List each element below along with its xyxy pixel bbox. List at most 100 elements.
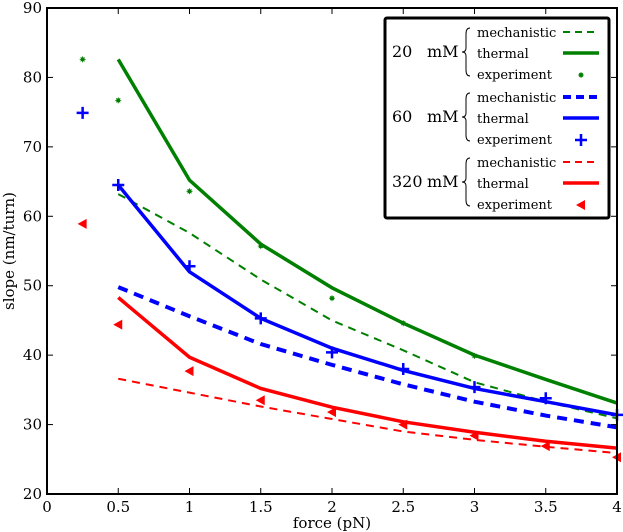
x-tick-label: 4 — [612, 498, 622, 516]
asterisk-marker-rays — [115, 97, 122, 104]
legend-unit: mM — [427, 107, 459, 126]
series-60mM-experiment-point — [397, 363, 410, 376]
asterisk-marker-rays — [186, 188, 193, 195]
series-320mM-experiment-point — [469, 430, 479, 441]
series-60mM-experiment-point — [112, 179, 125, 192]
asterisk-marker-rays — [329, 295, 335, 302]
legend-concentration: 20 — [392, 42, 412, 61]
legend-swatch-marker — [575, 134, 587, 146]
legend-swatch-marker — [578, 72, 584, 78]
triangle-marker — [398, 419, 408, 430]
x-axis-label: force (pN) — [293, 514, 371, 532]
legend-unit: mM — [427, 172, 459, 191]
series-20mM-experiment-point — [186, 188, 193, 195]
series-20mM-experiment-point — [471, 352, 478, 359]
series-320mM-thermal-line — [117, 296, 618, 450]
y-tick-label: 30 — [23, 416, 42, 434]
asterisk-marker-rays — [79, 56, 86, 63]
triangle-marker — [255, 395, 265, 406]
legend-label: experiment — [477, 198, 553, 213]
plot-area — [76, 56, 623, 463]
asterisk-marker-rays — [257, 243, 264, 250]
series-60mM-experiment-point — [326, 346, 338, 359]
series-320mM-experiment-point — [255, 395, 265, 406]
triangle-marker — [576, 200, 585, 210]
y-tick-label: 60 — [23, 207, 42, 225]
asterisk-marker-rays — [471, 352, 478, 359]
series-320mM-experiment-point — [184, 366, 194, 377]
axes: 0 0.5 1 1.5 2 2.5 3 3.5 4 20 30 40 50 60 70 80 90 — [23, 0, 622, 516]
triangle-marker — [113, 319, 123, 330]
series-320mM-experiment-point — [77, 218, 87, 229]
y-axis-label: slope (nm/turn) — [0, 192, 18, 310]
legend-swatch-marker — [576, 200, 585, 210]
y-tick-label: 50 — [23, 277, 42, 295]
triangle-marker — [327, 407, 336, 418]
legend-label: mechanistic — [477, 91, 556, 106]
x-tick-label: 0 — [42, 498, 52, 516]
series-20mM-experiment-point — [115, 97, 122, 104]
legend-box — [383, 16, 611, 220]
legend-label: experiment — [477, 133, 553, 148]
series-60mM-experiment-point — [468, 381, 481, 394]
legend-brace — [461, 157, 471, 207]
legend-label: thermal — [477, 177, 529, 192]
x-tick-label: 3 — [470, 498, 480, 516]
y-tick-label: 90 — [23, 0, 42, 17]
plus-marker — [76, 106, 89, 119]
triangle-marker — [540, 441, 550, 452]
plus-marker — [539, 392, 552, 405]
legend-label: thermal — [477, 47, 529, 62]
legend-concentration: 320 — [392, 172, 423, 191]
series-20mM-experiment-point — [257, 243, 264, 250]
triangle-marker — [184, 366, 194, 377]
series-320mM-mechanistic-line — [118, 377, 618, 455]
legend-brace — [461, 27, 471, 77]
plus-marker — [326, 346, 338, 359]
series-320mM-experiment-point — [327, 407, 336, 418]
legend-brace — [461, 92, 471, 142]
y-tick-label: 80 — [23, 68, 42, 86]
series-60mM-thermal-line — [116, 183, 618, 417]
legend-label: thermal — [477, 112, 529, 127]
series-20mM-experiment-point — [79, 56, 86, 63]
y-tick-label: 20 — [23, 485, 42, 503]
plus-marker — [254, 312, 267, 325]
x-tick-label: 0.5 — [106, 498, 130, 516]
y-tick-label: 70 — [23, 138, 42, 156]
y-tick-label: 40 — [23, 346, 42, 364]
series-60mM-experiment-point — [183, 260, 196, 273]
series-60mM-mechanistic-line — [117, 285, 618, 430]
series-20mM-experiment-point — [400, 320, 407, 327]
x-tick-label: 2 — [327, 498, 337, 516]
legend-group-20mM: 20 mM mechanistic thermal experiment — [392, 26, 599, 83]
legend: 20 mM mechanistic thermal experiment 60 mM mech… — [383, 16, 611, 220]
x-tick-label: 1.5 — [249, 498, 273, 516]
series-60mM-experiment-point — [254, 312, 267, 325]
triangle-marker — [77, 218, 87, 229]
legend-group-320mM: 320 mM mechanistic thermal experiment — [392, 156, 599, 213]
plus-marker — [468, 381, 481, 394]
legend-label: mechanistic — [477, 26, 556, 41]
legend-unit: mM — [427, 42, 459, 61]
plus-marker — [397, 363, 410, 376]
triangle-marker — [469, 430, 479, 441]
plus-marker — [183, 260, 196, 273]
plus-marker — [575, 134, 587, 146]
series-60mM-experiment-point — [76, 106, 89, 119]
series-60mM-experiment-point — [539, 392, 552, 405]
x-tick-label: 1 — [185, 498, 195, 516]
legend-group-60mM: 60 mM mechanistic thermal experiment — [392, 91, 599, 148]
series-20mM-experiment-point — [329, 295, 335, 302]
asterisk-marker-rays — [400, 320, 407, 327]
x-tick-label: 3.5 — [534, 498, 558, 516]
x-tick-label: 2.5 — [391, 498, 415, 516]
asterisk-marker-rays — [578, 72, 584, 78]
series-20mM-thermal-line — [116, 58, 618, 405]
legend-label: experiment — [477, 68, 553, 83]
plus-marker — [112, 179, 125, 192]
series-320mM-experiment-point — [540, 441, 550, 452]
legend-concentration: 60 — [392, 107, 412, 126]
series-320mM-experiment-point — [113, 319, 123, 330]
